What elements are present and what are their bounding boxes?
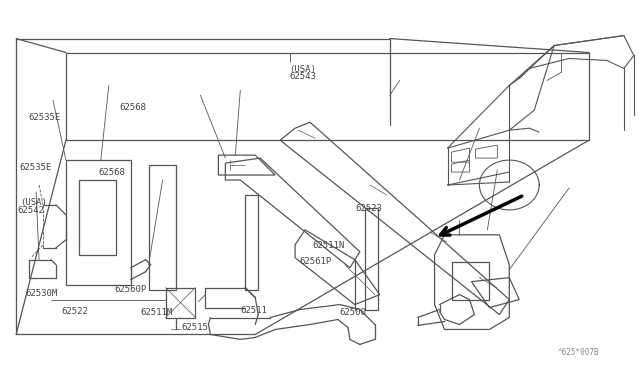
- Text: ^625*007B: ^625*007B: [557, 348, 599, 357]
- Text: 62568: 62568: [119, 103, 146, 112]
- Text: 62560P: 62560P: [115, 285, 147, 294]
- Text: 62515: 62515: [182, 323, 209, 333]
- Text: (USA): (USA): [20, 198, 47, 207]
- Text: 62511M: 62511M: [140, 308, 172, 317]
- Text: 62530M: 62530M: [26, 289, 58, 298]
- Text: (USA): (USA): [289, 65, 316, 74]
- Text: 62543: 62543: [289, 72, 316, 81]
- Text: 62568: 62568: [98, 168, 125, 177]
- Text: 62511: 62511: [240, 306, 267, 315]
- Text: 62535E: 62535E: [19, 163, 51, 172]
- Text: 62511N: 62511N: [312, 241, 344, 250]
- Text: 62542: 62542: [18, 206, 45, 215]
- Text: 62535E: 62535E: [28, 113, 60, 122]
- Text: 62500: 62500: [339, 308, 366, 317]
- Text: 62523: 62523: [355, 204, 382, 213]
- Text: 62522: 62522: [62, 307, 89, 316]
- Text: 62561P: 62561P: [300, 257, 332, 266]
